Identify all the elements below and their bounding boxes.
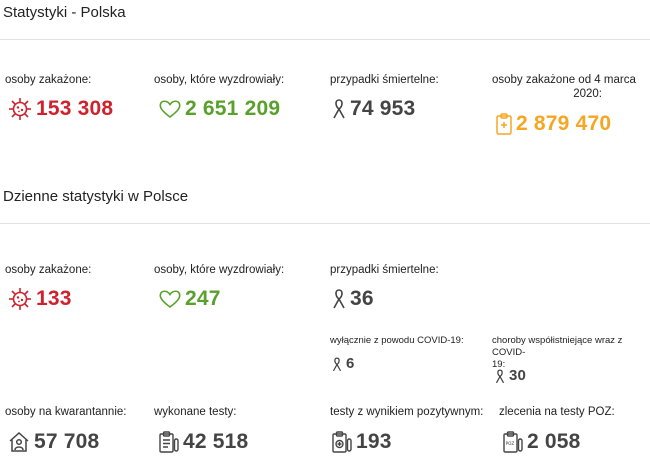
label-poz-orders: zlecenia na testy POZ: [499,406,615,418]
stat-tests: 42 518 [158,429,248,455]
stat-quarantine: 57 708 [7,429,99,455]
label-infected: osoby zakażone: [5,74,92,86]
clipboard-icon [495,112,513,136]
section-title-poland: Statystyki - Polska [3,4,126,21]
poz-order-icon: POZ [502,430,524,454]
label-deaths: przypadki śmiertelne: [330,74,439,86]
house-person-icon [7,430,31,454]
label-comorbid: choroby współistniejące wraz z COVID- 19… [492,335,647,371]
value-deaths: 74 953 [350,97,416,120]
heart-icon [158,98,182,120]
label-tests: wykonane testy: [154,406,237,418]
stat-daily-infected: 133 [7,286,72,312]
value-since-march: 2 879 470 [516,112,612,135]
label-since-line1: osoby zakażone od 4 marca [492,74,636,86]
label-since-march: osoby zakażone od 4 marca 2020: [492,73,642,101]
value-recovered: 2 651 209 [185,97,281,120]
value-quarantine: 57 708 [34,430,100,453]
stat-positive-tests: 193 [331,429,392,455]
stat-covid-only: 6 [331,355,355,373]
section-title-daily: Dzienne statystyki w Polsce [3,188,189,205]
divider [0,223,650,224]
svg-text:POZ: POZ [506,441,515,446]
label-comorbid-line1: choroby współistniejące wraz z COVID- [492,335,623,358]
test-clipboard-icon [158,430,180,454]
heart-icon [158,288,182,310]
ribbon-icon [331,356,343,373]
stat-daily-deaths: 36 [331,286,374,312]
label-quarantine: osoby na kwarantannie: [5,406,127,418]
value-positive-tests: 193 [356,430,392,453]
stat-infected: 153 308 [7,96,113,122]
value-tests: 42 518 [183,430,249,453]
virus-icon [7,286,33,312]
virus-icon [7,96,33,122]
label-covid-only: wyłącznie z powodu COVID-19: [330,335,464,346]
value-covid-only: 6 [346,355,355,372]
value-comorbid: 30 [509,367,527,384]
label-daily-recovered: osoby, które wyzdrowiały: [154,264,285,276]
label-positive-tests: testy z wynikiem pozytywnym: [330,406,484,418]
stat-daily-recovered: 247 [158,286,221,312]
divider [0,39,650,40]
ribbon-icon [494,368,506,385]
label-daily-infected: osoby zakażone: [5,264,92,276]
ribbon-icon [331,287,347,311]
label-since-line2: 2020: [573,88,602,100]
positive-test-icon [331,430,353,454]
value-poz-orders: 2 058 [527,430,581,453]
label-daily-deaths: przypadki śmiertelne: [330,264,439,276]
stat-since-march: 2 879 470 [495,111,611,137]
stat-poz-orders: POZ 2 058 [502,429,581,455]
ribbon-icon [331,97,347,121]
value-daily-recovered: 247 [185,287,221,310]
stat-comorbid: 30 [494,367,526,385]
value-infected: 153 308 [36,97,114,120]
stat-recovered: 2 651 209 [158,96,280,122]
stat-deaths: 74 953 [331,96,415,122]
value-daily-infected: 133 [36,287,72,310]
label-comorbid-line2: 19: [492,359,506,370]
label-recovered: osoby, które wyzdrowiały: [154,74,285,86]
value-daily-deaths: 36 [350,287,374,310]
